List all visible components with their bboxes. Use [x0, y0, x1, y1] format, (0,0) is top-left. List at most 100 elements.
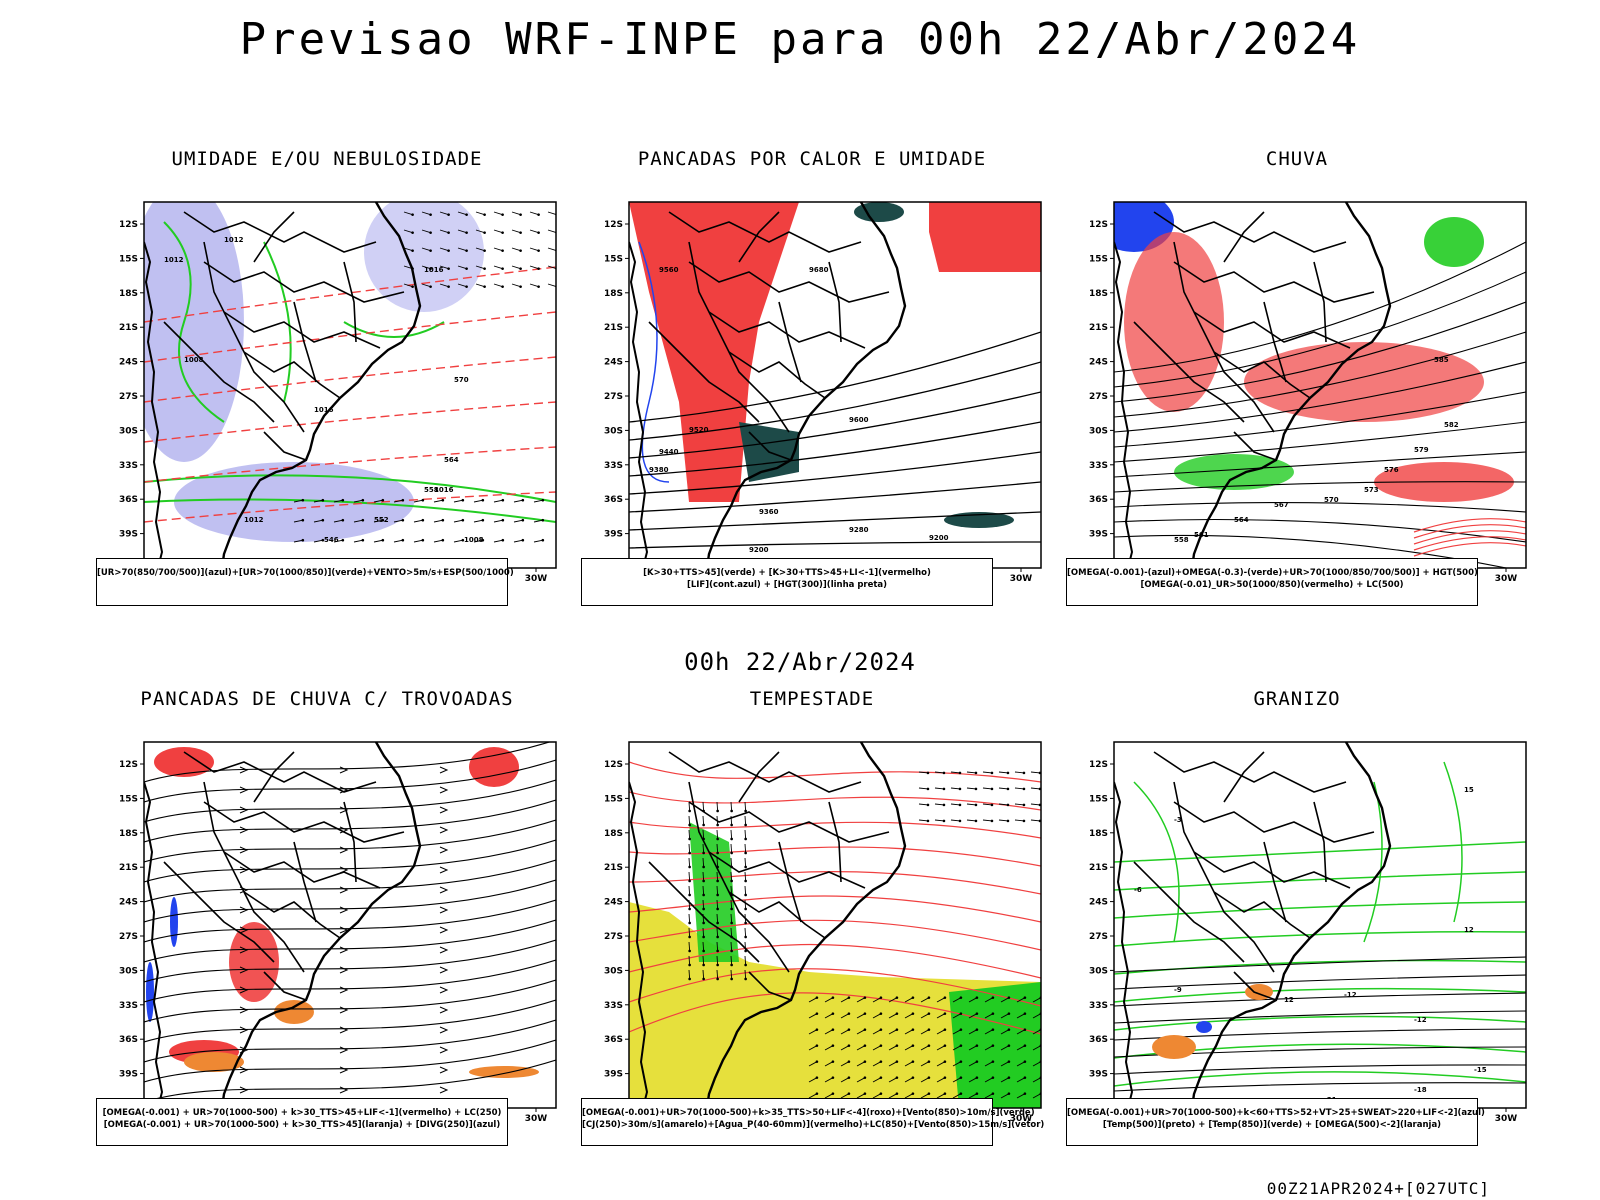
panel-title: CHUVA: [1265, 148, 1329, 170]
lat-label: 24S: [1089, 898, 1108, 908]
legend-line: [OMEGA(-0.001)-(azul)+OMEGA(-0.3)-(verde…: [1067, 568, 1478, 578]
lat-label: 21S: [604, 323, 623, 333]
lat-label: 36S: [119, 1035, 138, 1045]
contour-label: 9600: [849, 416, 869, 424]
contour-label: 564: [444, 456, 459, 464]
panel-title: GRANIZO: [1253, 688, 1341, 710]
lat-label: 12S: [1089, 760, 1108, 770]
contour-label: -9: [1174, 986, 1182, 994]
lat-label: 24S: [119, 358, 138, 368]
lat-label: 18S: [119, 289, 138, 299]
lat-label: 15S: [1089, 794, 1108, 804]
legend-line: [OMEGA(-0.001) + UR>70(1000-500) + k>30_…: [103, 1120, 501, 1130]
lat-label: 27S: [604, 932, 623, 942]
map-umidade: 1012 1012 1016 1008 1016 570 564 558 552 546 1016 1…: [119, 201, 557, 584]
lat-label: 33S: [119, 1001, 138, 1011]
lat-label: 36S: [1089, 495, 1108, 505]
lat-label: 30S: [119, 426, 138, 436]
lat-label: 12S: [119, 220, 138, 230]
contour-label: 1012: [244, 516, 264, 524]
lat-label: 18S: [604, 289, 623, 299]
lat-label: 24S: [1089, 358, 1108, 368]
contour-label: -15: [1474, 1066, 1487, 1074]
panel-title: TEMPESTADE: [749, 688, 875, 710]
lat-label: 15S: [119, 794, 138, 804]
legend-line: [LIF](cont.azul) + [HGT(300)](linha pret…: [686, 580, 888, 590]
legend-line: [OMEGA(-0.001) + UR>70(1000-500) + k>30_…: [102, 1108, 502, 1118]
lat-label: 15S: [604, 254, 623, 264]
lat-label: 12S: [604, 760, 623, 770]
lon-label: 30W: [1495, 574, 1518, 584]
lat-label: 12S: [604, 220, 623, 230]
contour-label: 576: [1384, 466, 1399, 474]
contour-label: 573: [1364, 486, 1379, 494]
contour-label: 9280: [849, 526, 869, 534]
legend-box: [OMEGA(-0.001)+UR>70(1000-500)+k<60+TTS>…: [1066, 1098, 1485, 1146]
lat-label: 15S: [1089, 254, 1108, 264]
lat-label: 12S: [119, 760, 138, 770]
lat-label: 18S: [604, 829, 623, 839]
lat-label: 21S: [119, 863, 138, 873]
lat-label: 27S: [1089, 932, 1108, 942]
contour-label: 15: [1464, 786, 1474, 794]
lat-label: 27S: [604, 392, 623, 402]
lon-label: 30W: [1010, 574, 1033, 584]
panel-tempestade: TEMPESTADE 12S 15S 18S 21S 24S 27S 30S 33S 36S 39…: [577, 688, 1047, 1168]
map-granizo: -3-6-9-12-12-15-18-2112151212S15S18S21S2…: [1089, 741, 1527, 1124]
lat-label: 30S: [1089, 426, 1108, 436]
lat-label: 39S: [119, 1070, 138, 1080]
panel-trovoadas: PANCADAS DE CHUVA C/ TROVOADAS 12S 15S 18S…: [92, 688, 562, 1168]
legend-line: [OMEGA(-0.001)+UR>70(1000-500)+k<60+TTS>…: [1067, 1108, 1485, 1118]
lat-label: 36S: [119, 495, 138, 505]
contour-label: -3: [1174, 816, 1182, 824]
contour-label: 9680: [809, 266, 829, 274]
contour-label: 9380: [649, 466, 669, 474]
lat-label: 36S: [1089, 1035, 1108, 1045]
lat-label: 18S: [1089, 289, 1108, 299]
lat-label: 39S: [1089, 530, 1108, 540]
lat-label: 21S: [1089, 863, 1108, 873]
contour-label: 9520: [689, 426, 709, 434]
legend-line: [OMEGA(-0.01)_UR>50(1000/850)(vermelho) …: [1140, 580, 1404, 590]
lat-label: 33S: [1089, 1001, 1108, 1011]
lat-label: 24S: [119, 898, 138, 908]
map-trovoadas: 12S15S18S21S24S27S30S33S36S39S42S70W65W6…: [119, 741, 557, 1124]
legend-line: [OMEGA(-0.001)+UR>70(1000-500)+k>35_TTS>…: [582, 1108, 1035, 1118]
contour-label: 9200: [749, 546, 769, 554]
lat-label: 21S: [119, 323, 138, 333]
contour-label: 546: [324, 536, 339, 544]
legend-box: [OMEGA(-0.001)+UR>70(1000-500)+k>35_TTS>…: [581, 1098, 1044, 1146]
mid-title: 00h 22/Abr/2024: [684, 648, 916, 676]
contour-label: 564: [1234, 516, 1249, 524]
legend-box: [OMEGA(-0.001) + UR>70(1000-500) + k>30_…: [96, 1098, 508, 1146]
lat-label: 27S: [119, 932, 138, 942]
lat-label: 36S: [604, 1035, 623, 1045]
contour-label: 9200: [929, 534, 949, 542]
lon-label: 30W: [1495, 1114, 1518, 1124]
panel-title: PANCADAS POR CALOR E UMIDADE: [637, 148, 987, 170]
lat-label: 18S: [119, 829, 138, 839]
contour-label: -6: [1134, 886, 1142, 894]
lat-label: 15S: [119, 254, 138, 264]
lat-label: 27S: [119, 392, 138, 402]
panel-pancadas-calor: PANCADAS POR CALOR E UMIDADE 9680 9560 960…: [577, 148, 1047, 628]
legend-line: [UR>70(850/700/500)](azul)+[UR>70(1000/8…: [97, 568, 514, 578]
panel-chuva: CHUVA 558 561 564 567 570 573 576 579 582 585 12S 1…: [1062, 148, 1532, 628]
contour-label: 579: [1414, 446, 1429, 454]
contour-label: 9440: [659, 448, 679, 456]
panel-title: PANCADAS DE CHUVA C/ TROVOADAS: [140, 688, 514, 710]
lat-label: 27S: [1089, 392, 1108, 402]
lat-label: 36S: [604, 495, 623, 505]
contour-label: 1012: [164, 256, 184, 264]
lat-label: 33S: [1089, 461, 1108, 471]
contour-label: 552: [374, 516, 389, 524]
contour-label: 570: [1324, 496, 1339, 504]
lat-label: 21S: [604, 863, 623, 873]
lon-label: 30W: [525, 574, 548, 584]
contour-label: 567: [1274, 501, 1289, 509]
run-timestamp: 00Z21APR2024+[027UTC]: [1266, 1179, 1490, 1198]
contour-label: 582: [1444, 421, 1459, 429]
lat-label: 39S: [119, 530, 138, 540]
lat-label: 30S: [604, 966, 623, 976]
lat-label: 24S: [604, 898, 623, 908]
